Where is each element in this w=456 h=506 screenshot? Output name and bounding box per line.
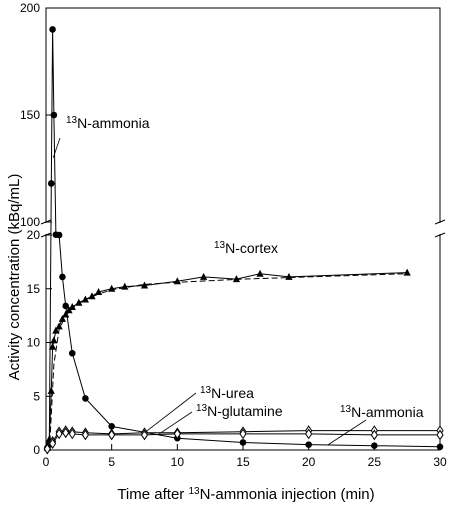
data-point — [48, 342, 57, 350]
data-point — [47, 180, 55, 187]
annotation-leader — [157, 411, 193, 436]
data-point — [48, 438, 57, 449]
series-line-13n-cortex-fit — [49, 273, 408, 442]
series-13n-cortex-fit — [49, 273, 408, 442]
annotation-urea: 13N-urea — [200, 385, 254, 401]
data-point — [82, 395, 89, 402]
x-tick-label: 15 — [236, 455, 250, 469]
data-point — [62, 427, 70, 439]
annotation-leader — [52, 137, 61, 158]
data-point — [43, 443, 51, 455]
data-point — [173, 428, 181, 440]
data-point — [75, 298, 83, 306]
data-point — [59, 273, 66, 281]
data-point — [370, 429, 378, 441]
y-tick-label: 200 — [20, 1, 40, 15]
data-point — [47, 386, 55, 394]
y-tick-label: 100 — [20, 215, 40, 229]
series-layer — [43, 26, 444, 455]
y-tick-label: 5 — [33, 389, 40, 403]
y-tick-label: 20 — [27, 228, 41, 242]
x-tick-label: 30 — [433, 455, 447, 469]
axis-break-mark — [434, 232, 446, 238]
data-point — [50, 336, 58, 344]
data-point — [49, 26, 56, 33]
annotation-glutamine: 13N-glutamine — [196, 403, 283, 419]
data-point — [232, 275, 241, 283]
x-tick-label: 5 — [108, 455, 115, 469]
x-tick-label: 25 — [368, 455, 382, 469]
data-point — [256, 269, 264, 277]
data-point — [305, 441, 312, 448]
data-point — [55, 428, 63, 440]
data-point — [94, 287, 103, 295]
data-point — [81, 429, 90, 441]
data-point — [200, 272, 208, 280]
data-point — [55, 231, 63, 239]
data-point — [239, 428, 247, 440]
series-13n-ammonia — [44, 26, 444, 452]
data-point — [50, 111, 58, 119]
axis-break-mark — [434, 219, 446, 225]
y-tick-label: 0 — [33, 443, 40, 457]
data-point — [436, 429, 444, 441]
series-line-13n-cortex — [46, 272, 408, 449]
data-point — [55, 322, 63, 330]
axis-break-gap — [40, 223, 446, 234]
series-13n-glutamine — [43, 427, 444, 455]
data-point — [371, 442, 378, 450]
data-point — [68, 303, 76, 311]
y-tick-label: 150 — [20, 108, 40, 122]
x-tick-label: 20 — [302, 455, 316, 469]
data-point — [239, 439, 247, 446]
x-tick-label: 10 — [171, 455, 185, 469]
data-point — [52, 326, 60, 334]
annotation-ammonia-peak: 13N-ammonia — [66, 115, 150, 131]
y-tick-label: 10 — [27, 336, 41, 350]
data-point — [62, 310, 70, 318]
annotation-ammonia-tail: 13N-ammonia — [340, 404, 424, 420]
annotations: 13N-ammonia 13N-cortex 13N-urea 13N-glutami… — [52, 115, 424, 445]
data-point — [108, 429, 116, 441]
series-13n-cortex — [43, 268, 411, 451]
data-point — [140, 429, 149, 441]
data-point — [68, 349, 76, 357]
y-tick-label: 15 — [27, 282, 41, 296]
data-point — [285, 272, 293, 280]
data-point — [436, 443, 444, 451]
data-point — [58, 314, 67, 322]
annotation-cortex: 13N-cortex — [214, 240, 278, 256]
annotation-leader — [144, 392, 197, 434]
data-point — [140, 281, 149, 289]
data-point — [62, 302, 69, 310]
data-point — [305, 428, 313, 440]
y-axis-label: Activity concentration (kBq/mL) — [6, 174, 23, 381]
annotation-leader — [328, 419, 367, 445]
data-point — [403, 268, 411, 276]
data-point — [68, 428, 76, 440]
data-point — [108, 423, 115, 430]
x-tick-label: 0 — [43, 455, 50, 469]
x-axis-label: Time after 13N-ammonia injection (min) — [117, 486, 374, 503]
